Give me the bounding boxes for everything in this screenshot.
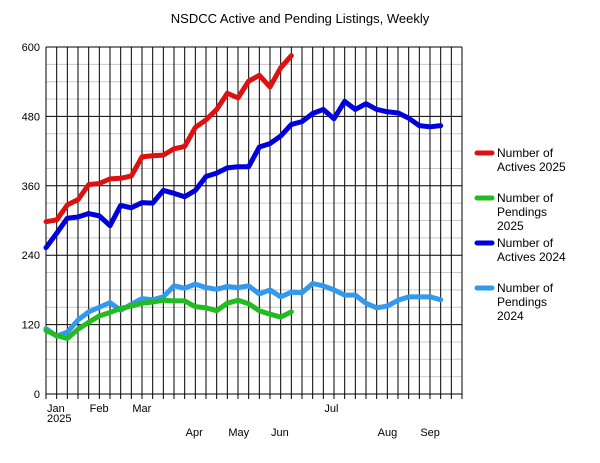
x-tick-label: Jul [324,403,338,415]
y-tick-label: 360 [22,181,40,193]
chart-title: NSDCC Active and Pending Listings, Weekl… [171,11,430,26]
x-tick-label: Jan [47,403,65,415]
legend-label: Number of [497,236,554,250]
series-lines [43,53,444,341]
legend-label: Number of [497,191,554,205]
legend-label: Pendings [497,295,547,309]
legend-label: 2025 [497,219,524,233]
grid [45,46,463,395]
x-tick-label: Sep [420,427,440,439]
x-tick-label: Feb [90,403,109,415]
y-tick-label: 240 [22,250,40,262]
legend-label: 2024 [497,309,524,323]
x-tick-label: May [228,427,249,439]
x-tick-label: Apr [186,427,203,439]
series-line-number-of-actives-2025 [43,53,294,225]
y-tick-label: 480 [22,111,40,123]
x-tick-label: Jun [271,427,289,439]
x-tick-label: Aug [378,427,398,439]
series-line-number-of-pendings-2024 [43,281,444,339]
x-tick-label: 2025 [47,413,71,425]
legend-label: Pendings [497,205,547,219]
legend-label: Number of [497,146,554,160]
y-tick-label: 600 [22,42,40,54]
legend-label: Actives 2025 [497,160,566,174]
x-tick-label: Mar [132,403,151,415]
legend-label: Actives 2024 [497,250,566,264]
series-line-number-of-pendings-2025 [43,297,294,341]
series-line-number-of-actives-2024 [43,98,444,251]
legend-label: Number of [497,281,554,295]
y-tick-label: 0 [34,389,40,401]
y-tick-label: 120 [22,320,40,332]
